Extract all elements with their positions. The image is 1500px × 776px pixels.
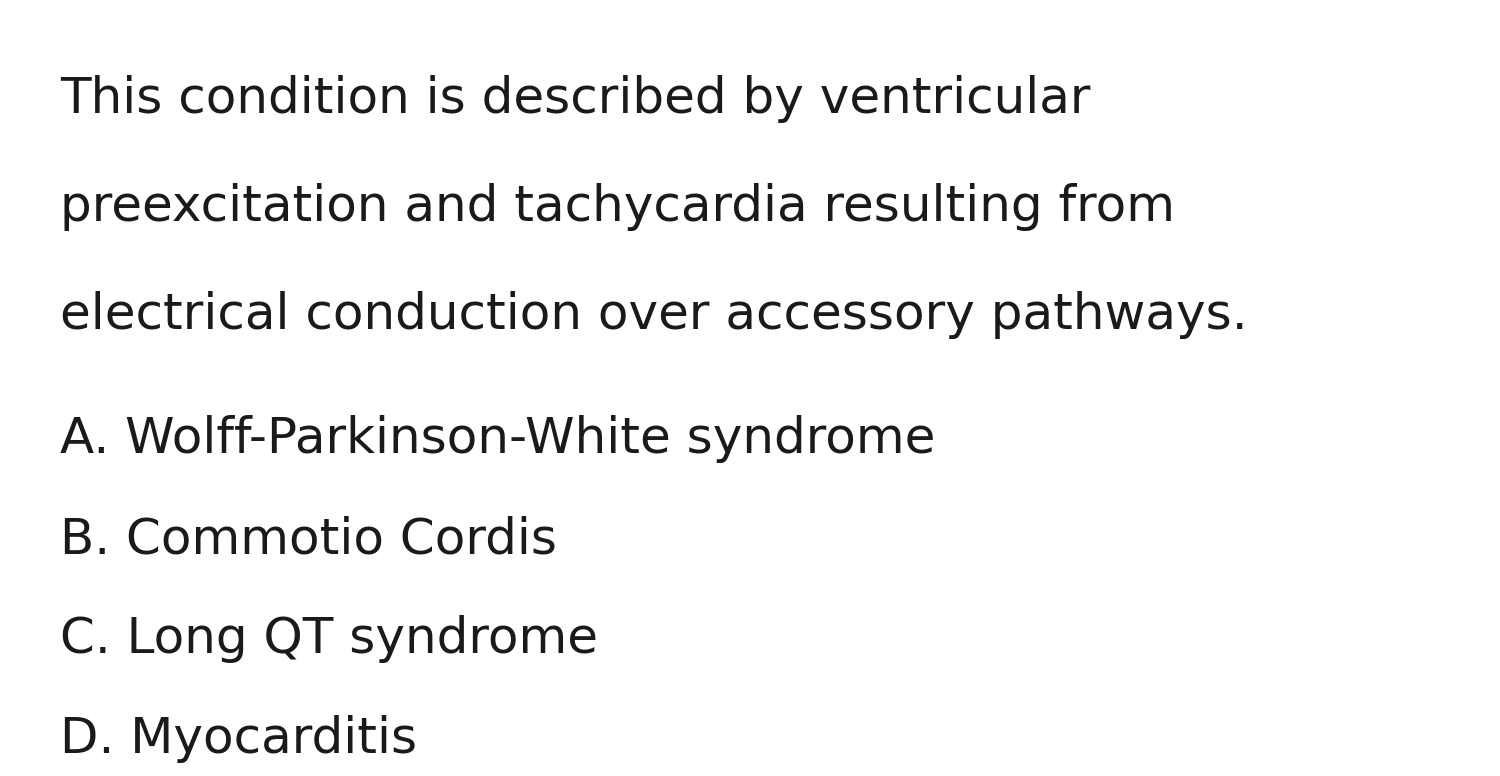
Text: electrical conduction over accessory pathways.: electrical conduction over accessory pat… [60, 291, 1248, 339]
Text: This condition is described by ventricular: This condition is described by ventricul… [60, 75, 1090, 123]
Text: C. Long QT syndrome: C. Long QT syndrome [60, 615, 599, 663]
Text: A. Wolff-Parkinson-White syndrome: A. Wolff-Parkinson-White syndrome [60, 415, 936, 463]
Text: D. Myocarditis: D. Myocarditis [60, 715, 417, 763]
Text: preexcitation and tachycardia resulting from: preexcitation and tachycardia resulting … [60, 183, 1174, 231]
Text: B. Commotio Cordis: B. Commotio Cordis [60, 515, 556, 563]
